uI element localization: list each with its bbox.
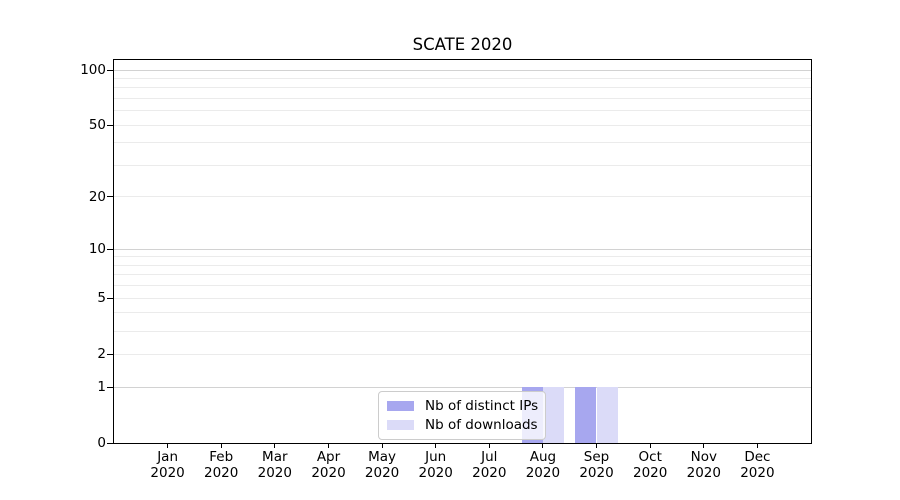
y-tick-label-20: 20	[88, 188, 106, 205]
gridline-y-60	[114, 110, 811, 112]
y-tick-0	[107, 442, 113, 444]
x-tick-feb	[220, 443, 222, 448]
x-tick-aug	[542, 443, 544, 448]
bar-nb-of-downloads-sep	[596, 387, 618, 443]
legend-item-downloads: Nb of downloads	[387, 416, 538, 434]
gridline-y-20	[114, 196, 811, 198]
x-tick-oct	[649, 443, 651, 448]
x-tick-jan	[167, 443, 169, 448]
gridline-y-30	[114, 165, 811, 166]
gridline-y-6	[114, 285, 811, 287]
gridline-y-100	[114, 69, 811, 71]
bar-nb-of-distinct-ips-sep	[575, 387, 597, 443]
y-tick-1	[107, 386, 113, 388]
y-tick-50	[107, 124, 113, 126]
x-tick-label-may: May 2020	[364, 449, 400, 481]
x-tick-label-oct: Oct 2020	[633, 449, 668, 481]
x-tick-label-jan: Jan 2020	[150, 449, 185, 481]
y-tick-10	[107, 248, 113, 250]
x-tick-label-dec: Dec 2020	[740, 449, 775, 481]
gridline-y-70	[114, 98, 811, 99]
y-tick-100	[107, 69, 113, 71]
legend-label-downloads: Nb of downloads	[425, 417, 538, 433]
x-tick-nov	[703, 443, 705, 448]
plot-area: Nb of distinct IPs Nb of downloads	[113, 59, 812, 444]
gridline-y-1	[114, 386, 811, 388]
chart-title: SCATE 2020	[412, 35, 513, 54]
legend-swatch-distinct-ips-icon	[387, 400, 414, 412]
x-tick-label-sep: Sep 2020	[579, 449, 614, 481]
legend: Nb of distinct IPs Nb of downloads	[378, 391, 547, 440]
x-tick-sep	[596, 443, 597, 448]
legend-label-distinct-ips: Nb of distinct IPs	[425, 398, 539, 414]
y-tick-label-50: 50	[88, 117, 106, 134]
gridline-y-80	[114, 87, 811, 89]
gridline-y-50	[114, 124, 811, 126]
gridline-y-4	[114, 312, 811, 314]
x-tick-label-apr: Apr 2020	[311, 449, 346, 481]
gridline-y-8	[114, 264, 811, 266]
gridline-y-7	[114, 274, 811, 276]
x-tick-label-jun: Jun 2020	[418, 449, 453, 481]
gridline-y-40	[114, 142, 811, 144]
x-tick-label-jul: Jul 2020	[472, 449, 507, 481]
gridline-y-5	[114, 297, 811, 299]
gridline-y-90	[114, 77, 811, 79]
y-tick-label-10: 10	[88, 241, 106, 258]
y-tick-label-5: 5	[97, 290, 106, 307]
gridline-y-3	[114, 330, 811, 332]
x-tick-may	[381, 443, 383, 448]
y-tick-label-0: 0	[97, 435, 106, 451]
x-tick-label-feb: Feb 2020	[204, 449, 239, 481]
x-tick-jul	[488, 443, 490, 448]
gridline-y-10	[114, 248, 811, 250]
x-tick-apr	[328, 443, 329, 448]
y-tick-label-2: 2	[97, 346, 106, 363]
legend-item-distinct-ips: Nb of distinct IPs	[387, 397, 538, 415]
gridline-y-9	[114, 256, 811, 258]
bar-nb-of-downloads-aug	[542, 387, 565, 443]
x-tick-label-mar: Mar 2020	[257, 449, 292, 481]
y-tick-label-1: 1	[97, 379, 106, 395]
x-tick-label-aug: Aug 2020	[525, 449, 561, 481]
y-tick-2	[107, 353, 113, 355]
x-tick-jun	[435, 443, 437, 448]
x-tick-mar	[274, 443, 276, 448]
x-tick-label-nov: Nov 2020	[686, 449, 721, 481]
y-tick-label-100: 100	[80, 62, 106, 78]
legend-swatch-downloads-icon	[387, 419, 414, 431]
y-tick-20	[107, 196, 113, 198]
x-tick-dec	[756, 443, 758, 448]
gridline-y-2	[114, 353, 811, 355]
y-tick-5	[107, 297, 113, 299]
